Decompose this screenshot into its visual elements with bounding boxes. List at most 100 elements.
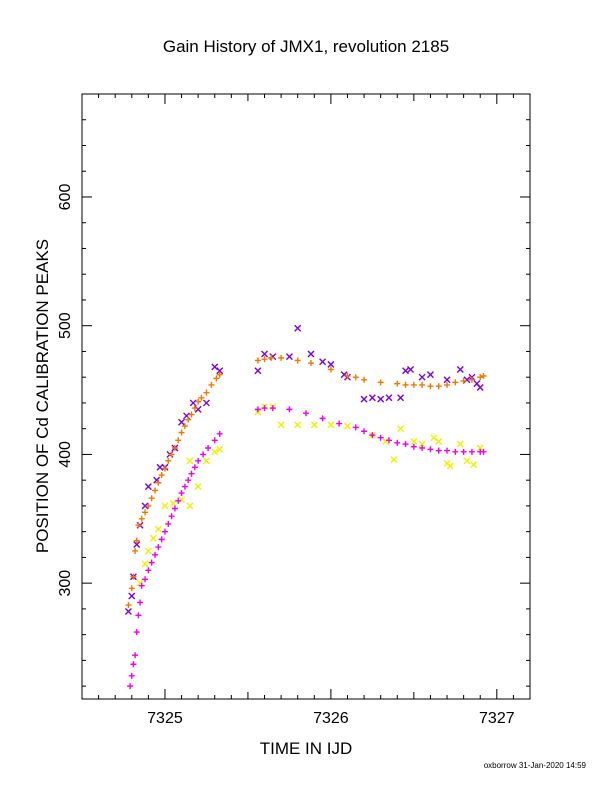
data-point xyxy=(385,394,393,402)
y-tick-label: 600 xyxy=(57,184,74,211)
data-point xyxy=(141,560,149,568)
data-point xyxy=(181,423,188,430)
data-point xyxy=(303,410,309,417)
data-point xyxy=(369,432,376,439)
data-point xyxy=(410,381,417,388)
data-point xyxy=(194,483,202,491)
data-point xyxy=(307,360,314,367)
data-point xyxy=(327,360,335,368)
data-point xyxy=(468,376,475,383)
data-point xyxy=(188,470,195,477)
data-point xyxy=(402,381,409,388)
data-point xyxy=(186,457,194,465)
plot-frame xyxy=(81,93,531,700)
data-point xyxy=(178,429,185,436)
data-point xyxy=(310,421,318,429)
data-point xyxy=(127,683,134,690)
series-2 xyxy=(136,403,484,587)
data-point xyxy=(132,547,139,554)
data-point xyxy=(211,448,219,456)
data-point xyxy=(307,350,315,358)
x-axis-title: TIME IN IJD xyxy=(260,739,353,758)
data-point xyxy=(133,541,141,549)
data-point xyxy=(268,354,275,361)
data-point xyxy=(191,405,198,412)
data-point xyxy=(480,448,487,455)
data-point xyxy=(435,447,442,454)
data-point xyxy=(168,451,175,458)
data-point xyxy=(161,528,168,535)
data-point xyxy=(155,479,162,486)
data-point xyxy=(213,375,220,382)
data-point xyxy=(133,537,140,544)
data-point xyxy=(130,661,137,668)
data-point xyxy=(186,502,194,510)
data-point xyxy=(128,672,135,679)
data-point xyxy=(165,520,172,527)
data-point xyxy=(382,438,390,446)
data-point xyxy=(397,425,405,433)
data-point xyxy=(444,381,451,388)
data-point xyxy=(419,381,426,388)
data-point xyxy=(125,602,132,609)
data-point xyxy=(211,437,218,444)
data-point xyxy=(254,367,262,375)
data-point xyxy=(294,421,302,429)
tick-labels: 7325 7326 7327 300 400 500 600 xyxy=(57,184,515,727)
data-point xyxy=(202,457,210,465)
data-point xyxy=(135,612,142,619)
data-point xyxy=(165,457,172,464)
data-point xyxy=(144,547,152,555)
y-tick-label: 300 xyxy=(57,570,74,597)
data-point xyxy=(452,448,459,455)
data-point xyxy=(141,502,149,510)
data-point xyxy=(427,446,434,453)
data-point xyxy=(377,395,385,403)
data-point xyxy=(361,376,368,383)
data-point xyxy=(327,366,334,373)
data-point xyxy=(360,395,368,403)
data-point xyxy=(144,483,152,491)
data-point xyxy=(278,354,285,361)
data-point xyxy=(178,418,186,426)
data-point xyxy=(410,443,417,450)
data-point xyxy=(410,438,418,446)
data-point xyxy=(397,394,405,402)
data-point xyxy=(426,371,434,379)
data-point xyxy=(452,379,459,386)
data-point xyxy=(402,441,409,448)
data-point xyxy=(352,424,359,431)
data-point xyxy=(216,430,223,437)
data-point xyxy=(124,607,132,615)
data-point xyxy=(476,444,484,452)
data-point xyxy=(269,405,276,412)
data-point xyxy=(385,437,392,444)
data-point xyxy=(456,440,464,448)
data-point xyxy=(148,559,155,566)
data-point xyxy=(261,405,268,412)
data-point xyxy=(198,394,205,401)
data-point xyxy=(216,367,224,375)
data-point xyxy=(178,495,186,503)
data-point xyxy=(435,438,443,446)
data-point xyxy=(152,551,159,558)
data-point xyxy=(145,567,152,574)
data-point xyxy=(394,380,401,387)
series-3 xyxy=(127,405,487,690)
data-point xyxy=(477,374,484,381)
data-point xyxy=(446,462,454,470)
data-point xyxy=(205,444,212,451)
data-point xyxy=(135,522,142,529)
data-point xyxy=(161,502,169,510)
data-point xyxy=(155,544,162,551)
data-point xyxy=(319,415,326,422)
chart-title: Gain History of JMX1, revolution 2185 xyxy=(163,37,449,56)
y-tick-label: 500 xyxy=(57,312,74,339)
data-point xyxy=(344,372,351,379)
data-point xyxy=(161,465,168,472)
data-point xyxy=(476,383,484,391)
data-point xyxy=(277,421,285,429)
data-point xyxy=(390,456,398,464)
data-point xyxy=(142,576,149,583)
